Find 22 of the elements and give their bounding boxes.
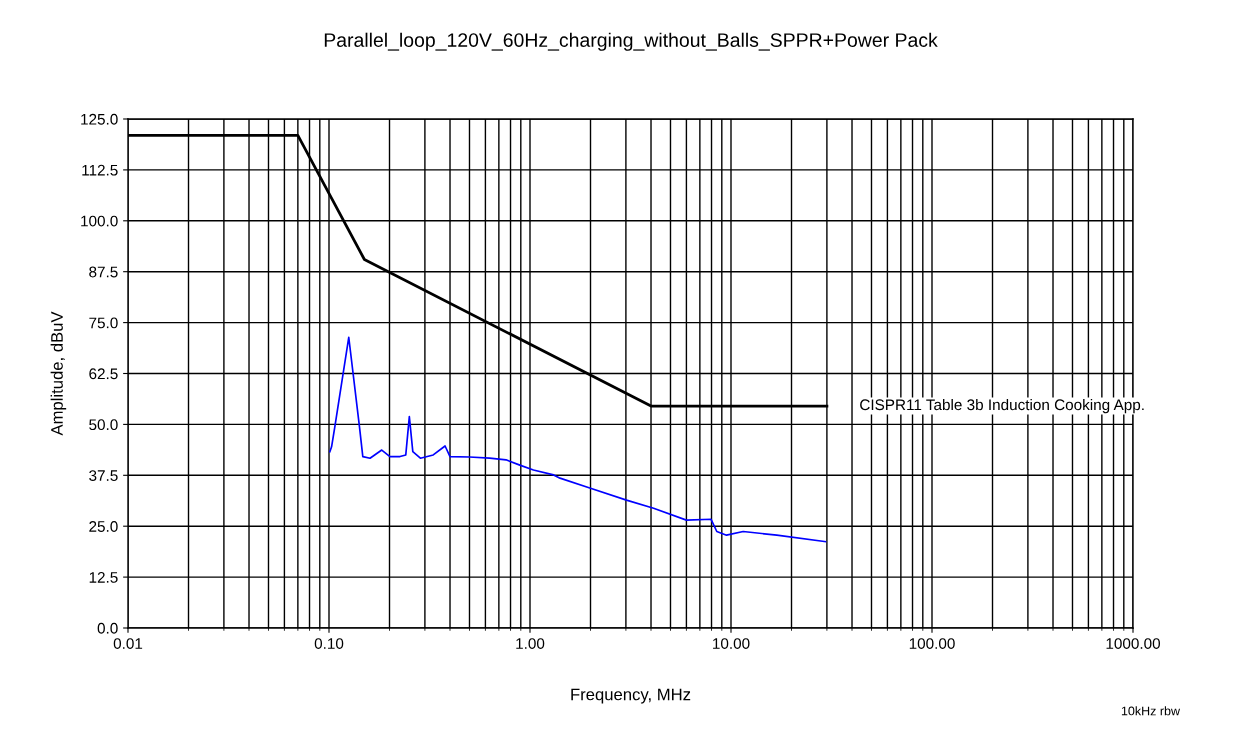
- text: CISPR11 Table 3b Induction Cooking App.: [860, 398, 1144, 414]
- x-axis-title: Frequency, MHz: [571, 688, 691, 704]
- y-tick-label: 25.0: [89, 521, 118, 532]
- y-tick-label: 50.0: [89, 419, 118, 431]
- x-tick-label: 100.00: [909, 638, 955, 649]
- y-tick-label: 100.0: [81, 215, 118, 227]
- y-tick-label: 112.5: [82, 164, 118, 176]
- x-tick-label: 1000.00: [1106, 638, 1161, 649]
- y-tick-label: 62.5: [89, 368, 118, 380]
- chart-title: Parallel_loop_120V_60Hz_charging_without_Balls_SPPR+Power Pack: [324, 32, 938, 51]
- y-axis-title: Amplitude, dBuV: [50, 311, 67, 436]
- text: 10kHz rbw: [1121, 706, 1181, 716]
- x-tick-label: 1.00: [516, 638, 545, 649]
- y-tick-label: 0.0: [97, 622, 118, 634]
- y-tick-label: 37.5: [89, 470, 118, 481]
- y-tick-label: 125.0: [81, 113, 118, 125]
- y-tick-label: 75.0: [89, 317, 118, 329]
- x-tick-label: 10.00: [713, 638, 750, 649]
- y-tick-label: 87.5: [89, 266, 118, 278]
- x-tick-label: 0.10: [314, 638, 344, 649]
- y-tick-label: 12.5: [89, 571, 118, 583]
- x-tick-label: 0.01: [113, 638, 143, 649]
